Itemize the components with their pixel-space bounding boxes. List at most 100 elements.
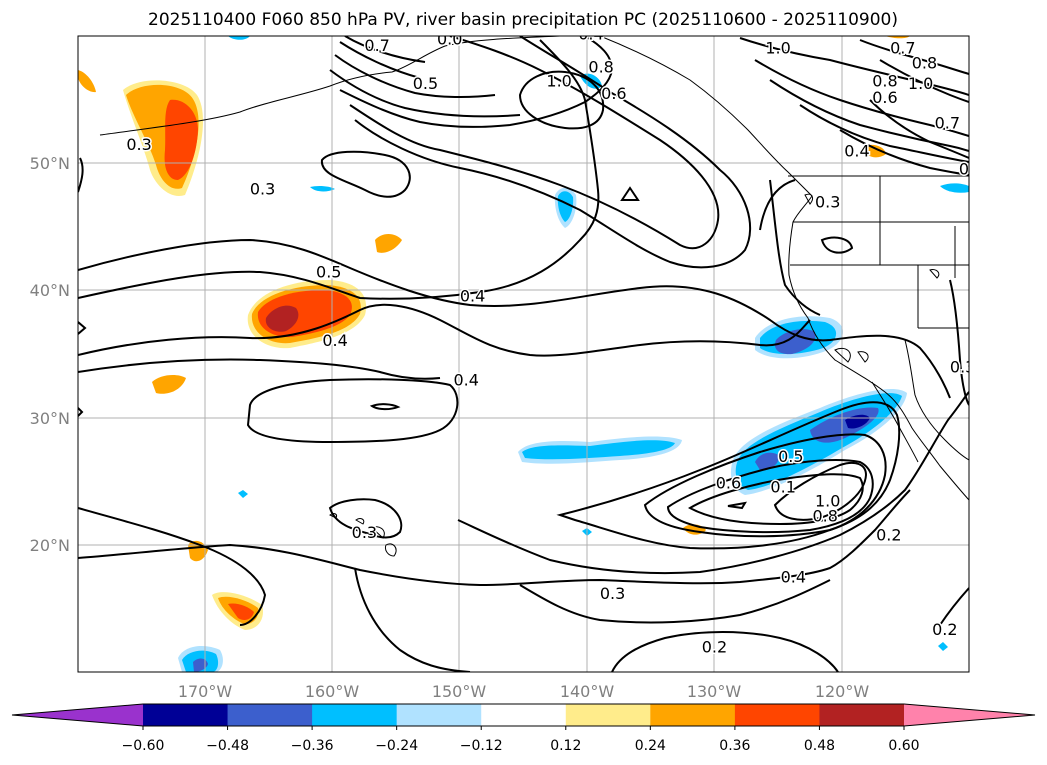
contour-line [78,507,267,626]
chart-title: 2025110400 F060 850 hPa PV, river basin … [148,10,898,30]
contour-line [78,238,951,399]
x-tick-label: 140°W [560,682,615,701]
contour-line [354,36,752,269]
contour-line [643,433,887,538]
coastline-mexico-west [904,339,969,461]
contour-label: 0.5 [316,262,341,281]
colorbar-tick-label: −0.36 [291,738,334,754]
contour-label: 0.8 [872,72,897,91]
contour-line [349,36,720,250]
contour-label: 0.8 [912,54,937,73]
contour-line [246,378,459,444]
x-tick-label: 160°W [305,682,360,701]
x-tick-label: 130°W [687,682,742,701]
contour-line [339,41,421,79]
contour-line [839,129,969,176]
contour-line [754,59,969,137]
contour-line [78,407,84,417]
colorbar-extend-under [12,704,143,726]
contour-label: 1.0 [546,72,571,91]
contour-line [78,303,811,357]
contour-label: 0.3 [950,358,975,377]
contour-label: 0.7 [890,38,915,57]
contour-label: 0.4 [460,286,485,305]
contour-label: 0.1 [770,477,795,496]
shading-layer [78,36,969,672]
shade-positive [152,374,186,394]
contour-label: 0.2 [876,526,901,545]
contour-label: 0.4 [781,568,806,587]
contour-label: 0.4 [453,370,478,389]
contour-label: 0.8 [588,58,613,77]
shade-positive [78,70,96,93]
pv-contours [78,36,969,672]
contour-line [78,39,600,300]
contour-line [328,498,403,539]
grid-lines [78,36,969,672]
contour-line [949,279,969,406]
contour-label: 1.0 [815,491,840,510]
contour-line [354,567,471,672]
contour-line [519,579,831,624]
contour-line [769,79,969,152]
y-tick-label: 30°N [30,409,70,428]
colorbar-tick-label: 0.36 [719,738,750,754]
contour-label: 0.5 [413,74,438,93]
colorbar-tick-label: 0.12 [550,738,581,754]
contour-line [799,104,969,163]
contour-line [879,59,969,103]
coastline-north-america [599,36,969,501]
contour-label: 0.2 [932,620,957,639]
shade-positive [228,603,254,620]
contour-label: 1.0 [765,38,790,57]
shade-negative [774,329,816,355]
shade-negative [310,185,335,192]
contour-label: 0.2 [702,638,727,657]
contour-line [78,321,87,335]
colorbar-segment [819,704,905,726]
y-tick-label: 20°N [30,536,70,555]
colorbar-segment [650,704,736,726]
y-tick-label: 40°N [30,281,70,300]
contour-label: 0.3 [250,180,275,199]
x-tick-label: 150°W [432,682,487,701]
contour-label: 0.7 [364,36,389,55]
contour-line [78,157,84,193]
contour-line [334,54,496,99]
contour-line [339,36,614,128]
colorbar-tick-label: −0.48 [206,738,249,754]
contour-label: 0.6 [872,88,897,107]
colorbar-tick-label: −0.24 [375,738,418,754]
shade-negative [228,36,250,40]
contour-line [859,39,969,75]
contour-label: 0.5 [778,447,803,466]
shade-positive [265,305,299,332]
colorbar-tick-label: −0.60 [122,738,165,754]
colorbar-tick-label: −0.12 [460,738,503,754]
colorbar-segment [565,704,651,726]
colorbar-segment [312,704,398,726]
contour-label: 0.4 [578,24,603,43]
contour-line [939,587,969,626]
contour-line [869,99,969,159]
shade-positive [375,234,402,253]
shade-negative [755,452,780,471]
contour-line [773,461,868,521]
x-tick-label: 170°W [178,682,233,701]
contour-line [78,358,441,380]
colorbar-segment [143,704,229,726]
x-axis-labels: 170°W 160°W 150°W 140°W 130°W 120°W [178,682,870,701]
colorbar-tick-label: 0.60 [888,738,919,754]
contour-line [329,69,521,118]
contour-label: 0.6 [716,473,741,492]
contour-label: 0.4 [322,331,347,350]
shade-negative [940,183,969,193]
contour-label: 0.3 [600,584,625,603]
contour-label: 0.3 [126,135,151,154]
contour-label: 0.0 [437,30,462,49]
contour-line [727,501,747,510]
contour-label: 0.3 [815,192,840,211]
contour-label: 0.7 [935,113,960,132]
contour-label: 0.4 [844,141,869,160]
colorbar-tick-label: 0.48 [804,738,835,754]
